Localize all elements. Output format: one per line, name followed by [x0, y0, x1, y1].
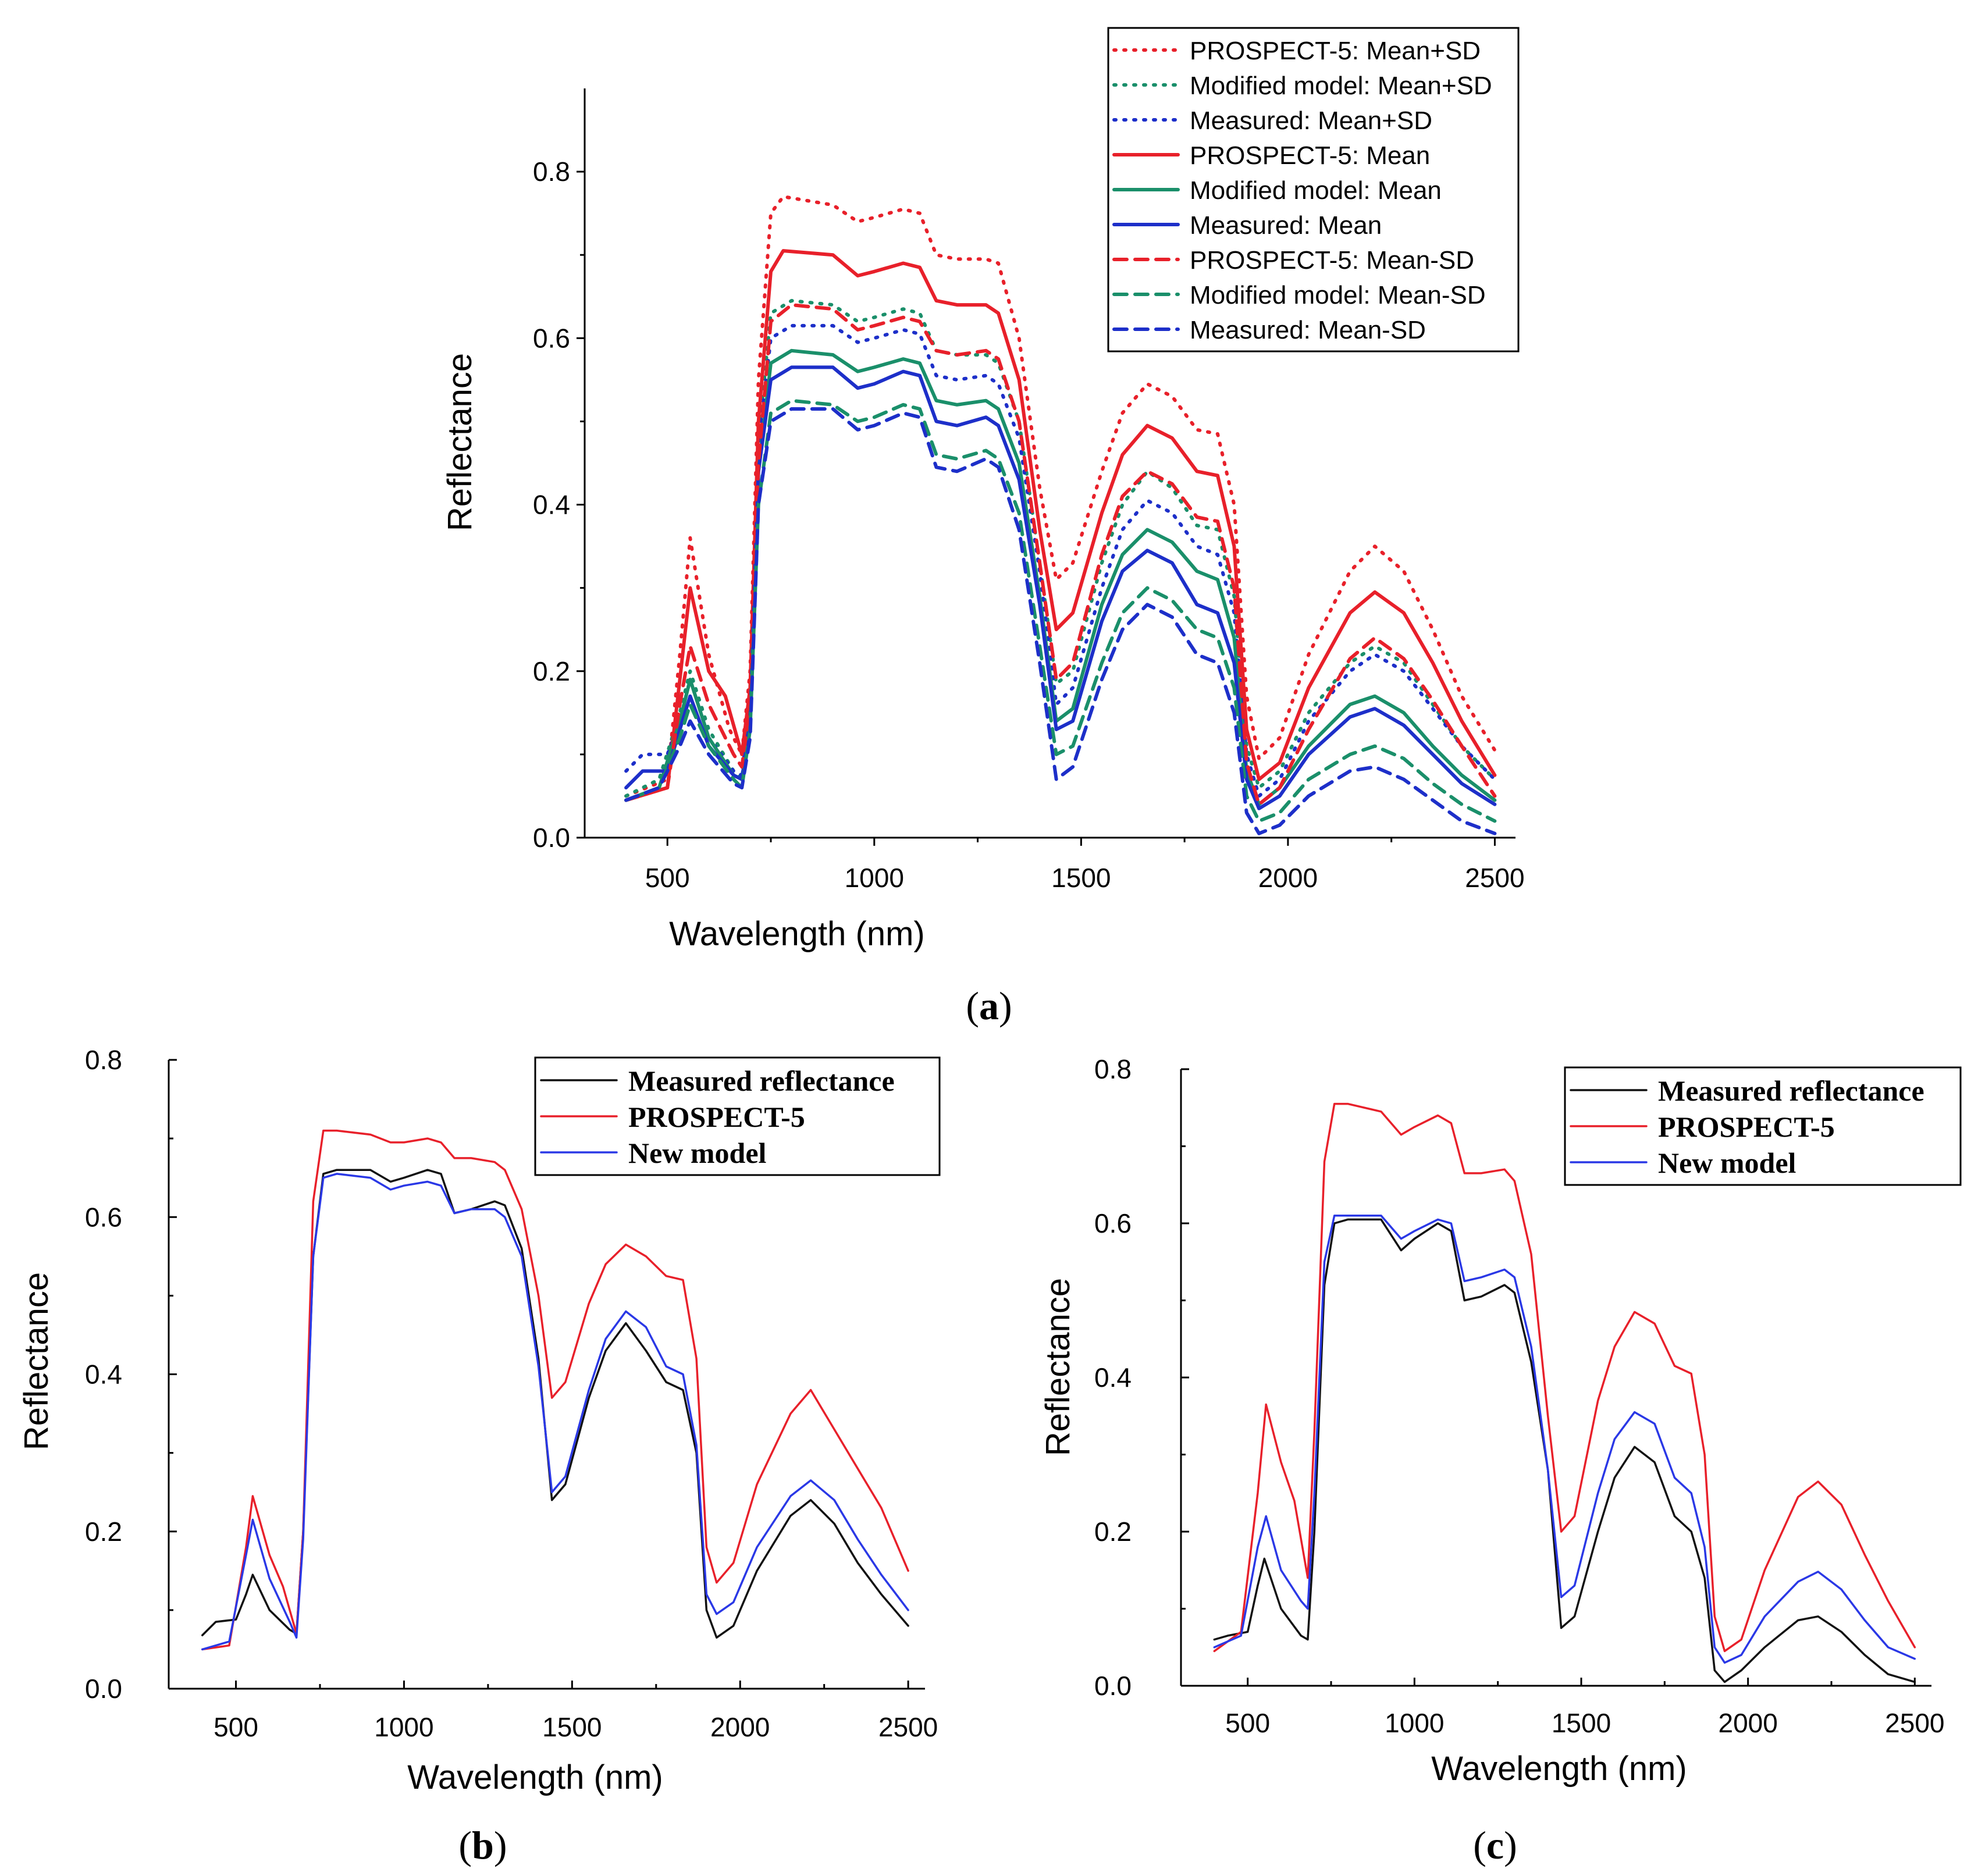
series-line-measured-mean [624, 365, 1497, 810]
legend-label: Measured: Mean-SD [1190, 316, 1426, 344]
x-tick-label: 1500 [1552, 1708, 1611, 1738]
x-tick-label: 1500 [1051, 863, 1111, 893]
y-tick-label: 0.4 [533, 490, 570, 520]
series-line-measured-mean-sd [624, 323, 1497, 798]
x-tick-label: 2500 [878, 1712, 938, 1742]
legend-label: New model [628, 1137, 767, 1169]
y-tick-label: 0.2 [85, 1517, 122, 1547]
panel-c-chart: 500 1000 1500 2000 2500 0.0 0.2 0.4 0.6 0.8 Wavel… [1039, 1054, 1962, 1867]
panel-b-x-axis-title: Wavelength (nm) [407, 1758, 663, 1796]
series-line-prospect-5 [1213, 1102, 1916, 1653]
y-tick-label: 0.4 [85, 1359, 122, 1390]
panel-a-label: (a) [966, 984, 1012, 1028]
x-tick-label: 500 [645, 863, 690, 893]
series-line-new-model [1213, 1215, 1916, 1664]
panel-b-label-letter: b [472, 1823, 494, 1867]
x-tick-label: 500 [214, 1712, 258, 1742]
y-tick-label: 0.0 [533, 823, 570, 853]
panel-c-y-axis-title: Reflectance [1039, 1278, 1077, 1456]
panel-a-plot-area [584, 88, 1515, 839]
panel-b-label: (b) [458, 1823, 507, 1867]
series-line-prospect-5-mean [624, 249, 1497, 802]
series-line-prospect-5-mean-sd [624, 303, 1497, 806]
series-line-measured-reflectance [1213, 1218, 1916, 1683]
legend-label: Modified model: Mean [1190, 176, 1442, 205]
x-tick-label: 2500 [1465, 863, 1524, 893]
y-tick-label: 0.6 [1094, 1208, 1132, 1238]
panel-c-ticks: 500 1000 1500 2000 2500 0.0 0.2 0.4 0.6 0.8 [1094, 1054, 1944, 1738]
legend-label: Measured reflectance [1658, 1074, 1924, 1107]
panel-a-x-axis-title: Wavelength (nm) [669, 915, 924, 953]
panel-a-label-letter: a [979, 984, 999, 1028]
x-tick-label: 2000 [710, 1712, 770, 1742]
legend-label: PROSPECT-5 [628, 1101, 805, 1133]
series-line-new-model [201, 1173, 909, 1651]
legend-label: PROSPECT-5 [1658, 1110, 1835, 1143]
legend-label: New model [1658, 1147, 1796, 1179]
series-line-measured-mean-sd [624, 407, 1497, 835]
panel-c-series-layer [1213, 1102, 1916, 1683]
y-tick-label: 0.0 [1094, 1671, 1132, 1701]
x-tick-label: 2000 [1258, 863, 1318, 893]
panel-c-label: (c) [1473, 1823, 1517, 1867]
x-tick-label: 500 [1225, 1708, 1270, 1738]
panel-a-ticks: 500 1000 1500 2000 2500 0.0 0.2 0.4 0.6 0.8 [533, 156, 1525, 893]
y-tick-label: 0.6 [85, 1202, 122, 1232]
legend-label: Measured reflectance [628, 1065, 895, 1097]
panel-a-y-axis-title: Reflectance [441, 353, 479, 531]
y-tick-label: 0.2 [1094, 1517, 1132, 1547]
x-tick-label: 1000 [1385, 1708, 1444, 1738]
panel-b-legend: Measured reflectance PROSPECT-5 New model [534, 1056, 941, 1176]
panel-b-chart: 500 1000 1500 2000 2500 0.0 0.2 0.4 0.6 0.8 Wavel… [17, 1045, 941, 1867]
y-tick-label: 0.6 [533, 323, 570, 353]
panel-a-series-layer [624, 195, 1497, 835]
x-tick-label: 2000 [1718, 1708, 1777, 1738]
legend-label: Modified model: Mean+SD [1190, 72, 1492, 100]
y-tick-label: 0.8 [1094, 1054, 1132, 1084]
panel-b-y-axis-title: Reflectance [17, 1272, 55, 1450]
y-tick-label: 0.8 [533, 156, 570, 187]
legend-label: PROSPECT-5: Mean+SD [1190, 37, 1481, 65]
y-tick-label: 0.4 [1094, 1362, 1132, 1393]
y-tick-label: 0.2 [533, 656, 570, 686]
panel-b-ticks: 500 1000 1500 2000 2500 0.0 0.2 0.4 0.6 0.8 [85, 1045, 938, 1742]
x-tick-label: 1000 [845, 863, 904, 893]
x-tick-label: 2500 [1885, 1708, 1944, 1738]
legend-label: PROSPECT-5: Mean-SD [1190, 246, 1474, 275]
x-tick-label: 1000 [374, 1712, 433, 1742]
panel-a-chart: 500 1000 1500 2000 2500 0.0 0.2 0.4 0.6 0.8 Wavel… [441, 27, 1525, 1028]
legend-label: Modified model: Mean-SD [1190, 281, 1486, 309]
y-tick-label: 0.0 [85, 1674, 122, 1704]
panel-b-series-layer [201, 1129, 909, 1651]
y-tick-label: 0.8 [85, 1045, 122, 1075]
x-tick-label: 1500 [542, 1712, 602, 1742]
legend-label: Measured: Mean+SD [1190, 106, 1432, 135]
panel-a-legend: PROSPECT-5: Mean+SD Modified model: Mean+… [1107, 27, 1520, 353]
panel-c-x-axis-title: Wavelength (nm) [1431, 1750, 1687, 1788]
panel-c-label-letter: c [1486, 1823, 1504, 1867]
legend-label: Measured: Mean [1190, 211, 1382, 240]
legend-label: PROSPECT-5: Mean [1190, 141, 1430, 170]
